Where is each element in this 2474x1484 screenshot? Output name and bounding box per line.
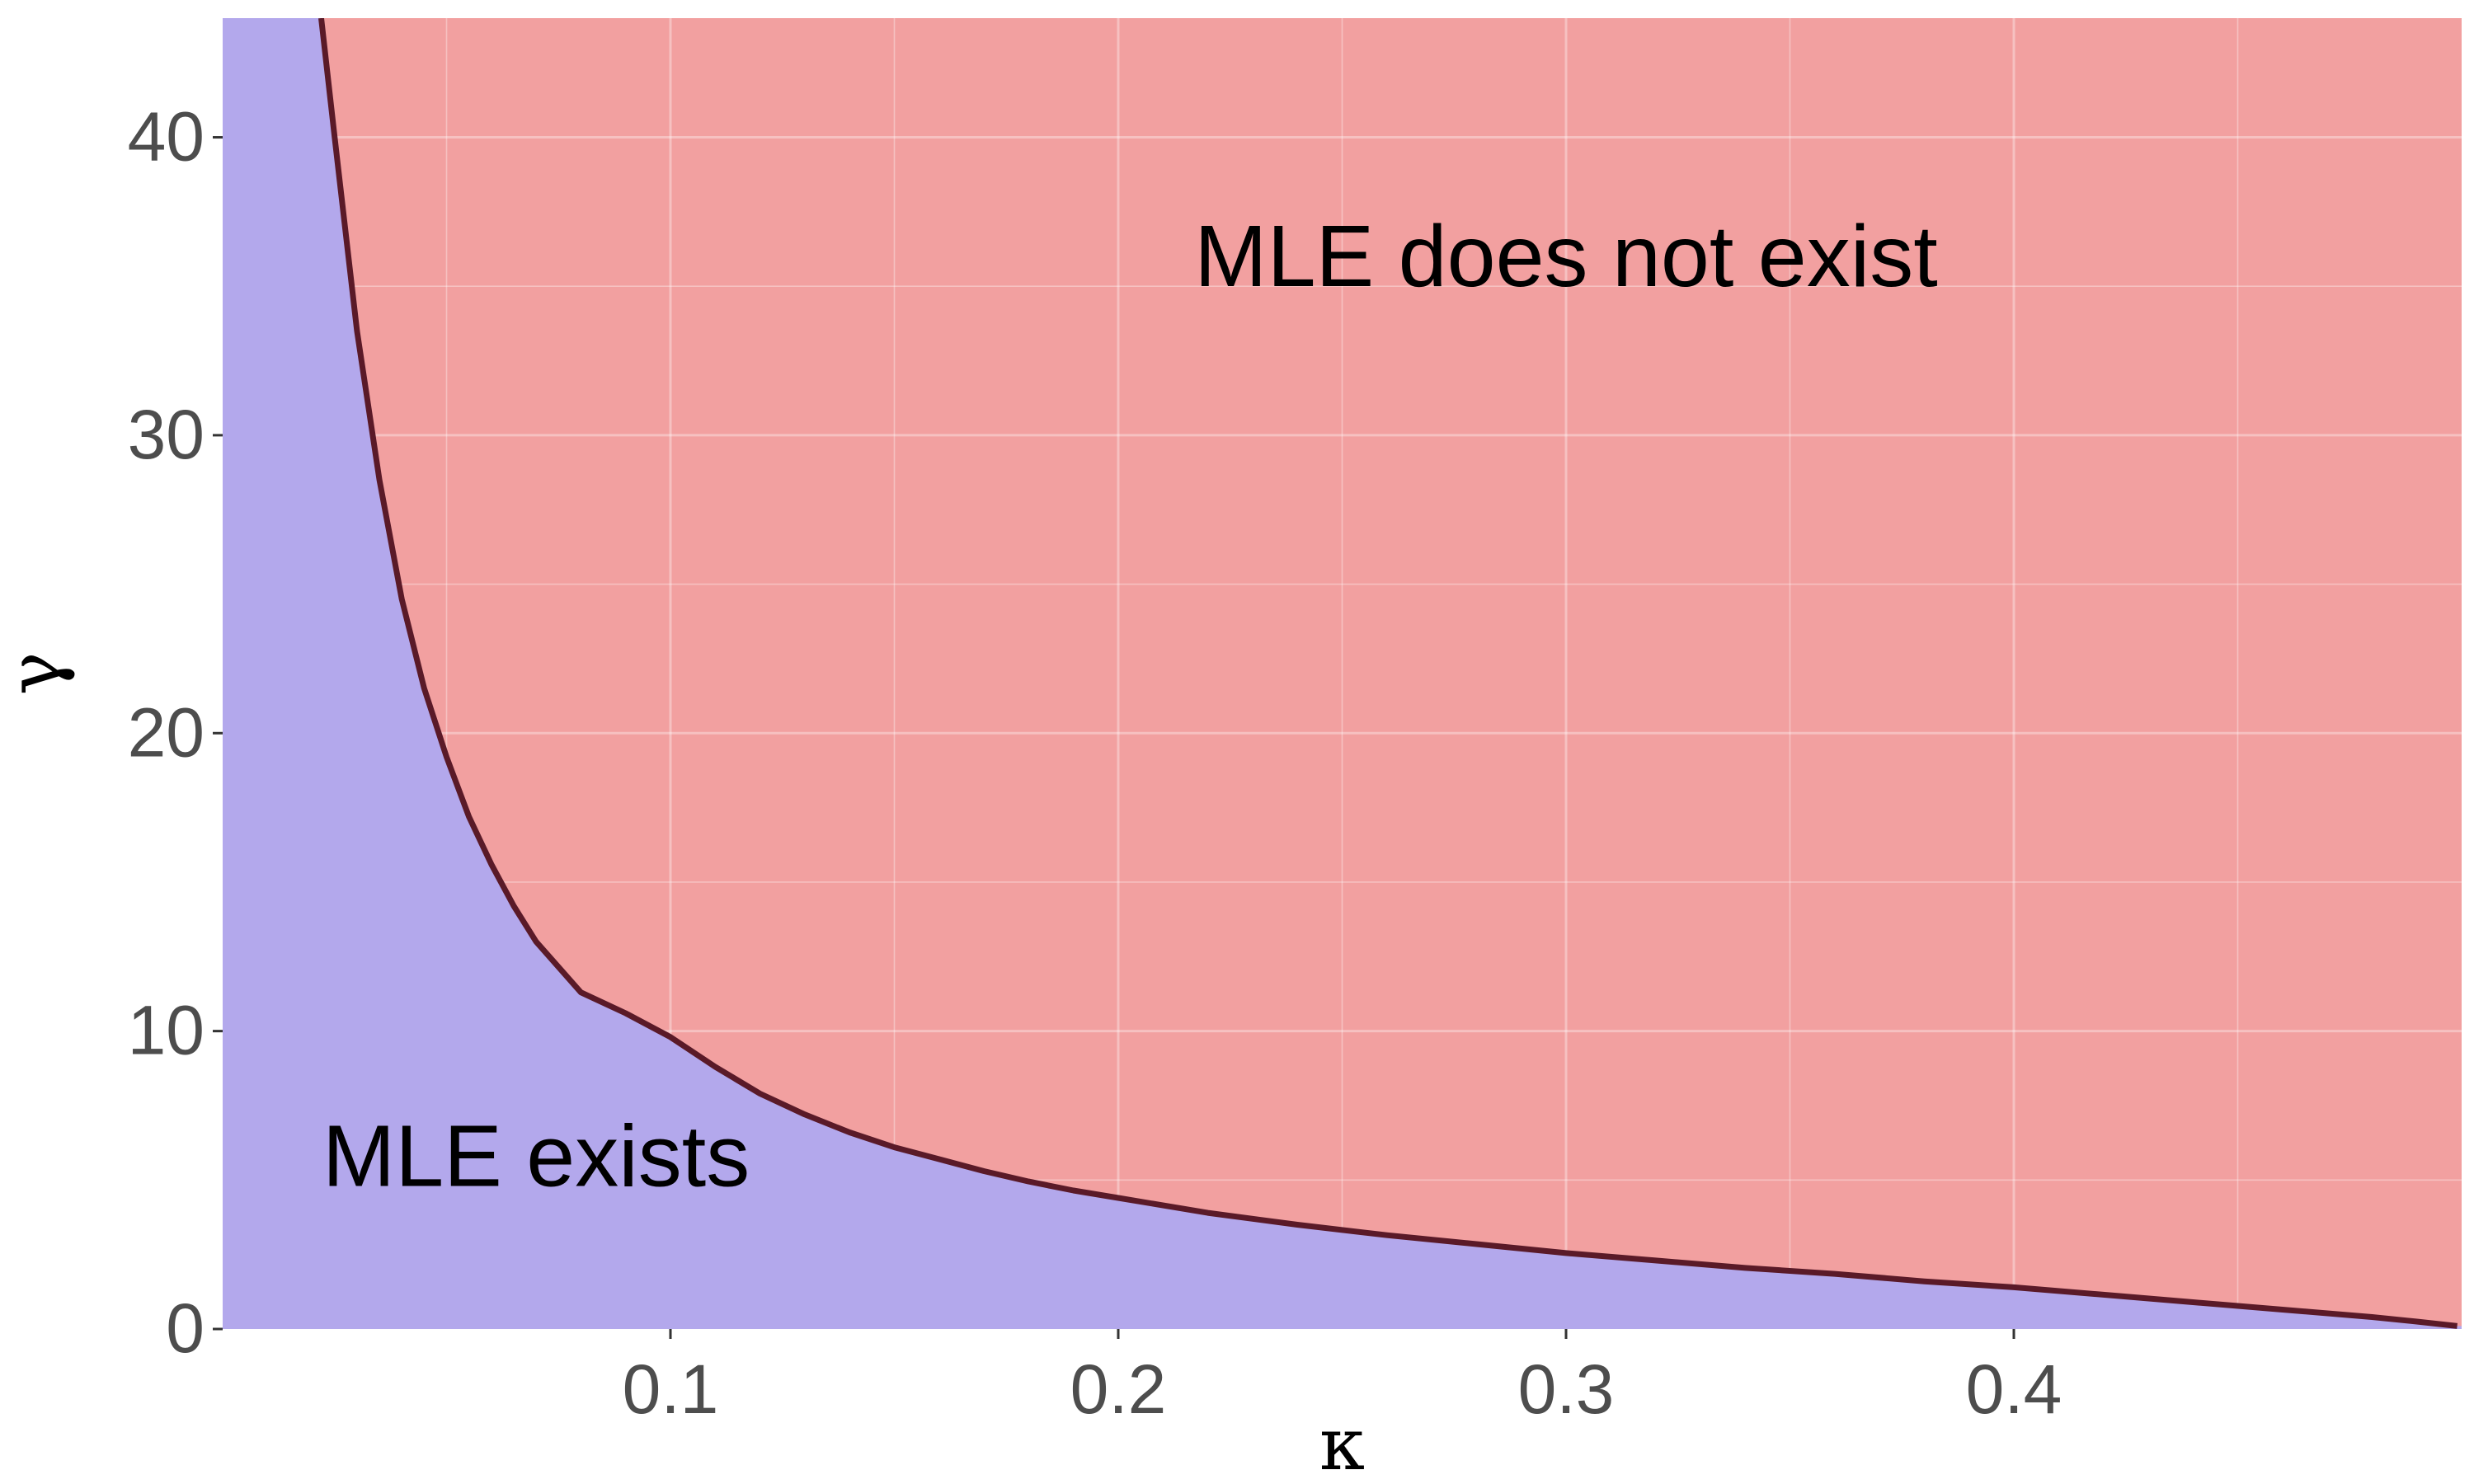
x-tick-label: 0.3 bbox=[1518, 1350, 1615, 1428]
annotation-mle-does-not-exist: MLE does not exist bbox=[1194, 208, 1937, 305]
x-axis-title: κ bbox=[1319, 1402, 1365, 1484]
y-tick-label: 10 bbox=[128, 992, 205, 1069]
annotations: MLE does not exist MLE exists bbox=[322, 208, 1938, 1205]
annotation-mle-exists: MLE exists bbox=[322, 1108, 750, 1205]
x-axis: 0.1 0.2 0.3 0.4 bbox=[623, 1329, 2062, 1428]
mle-exists-region bbox=[223, 18, 2462, 1329]
x-tick-label: 0.4 bbox=[1966, 1350, 2062, 1428]
x-tick-label: 0.1 bbox=[623, 1350, 719, 1428]
plot-area bbox=[223, 18, 2462, 1329]
y-axis: 0 10 20 30 40 bbox=[128, 98, 223, 1367]
grid bbox=[223, 18, 2462, 1329]
y-tick-label: 30 bbox=[128, 396, 205, 473]
x-tick-label: 0.2 bbox=[1070, 1350, 1167, 1428]
y-tick-label: 0 bbox=[166, 1289, 205, 1367]
boundary-line bbox=[318, 18, 2458, 1329]
y-tick-label: 20 bbox=[128, 693, 205, 771]
y-tick-label: 40 bbox=[128, 98, 205, 176]
y-axis-title: γ bbox=[0, 652, 77, 696]
